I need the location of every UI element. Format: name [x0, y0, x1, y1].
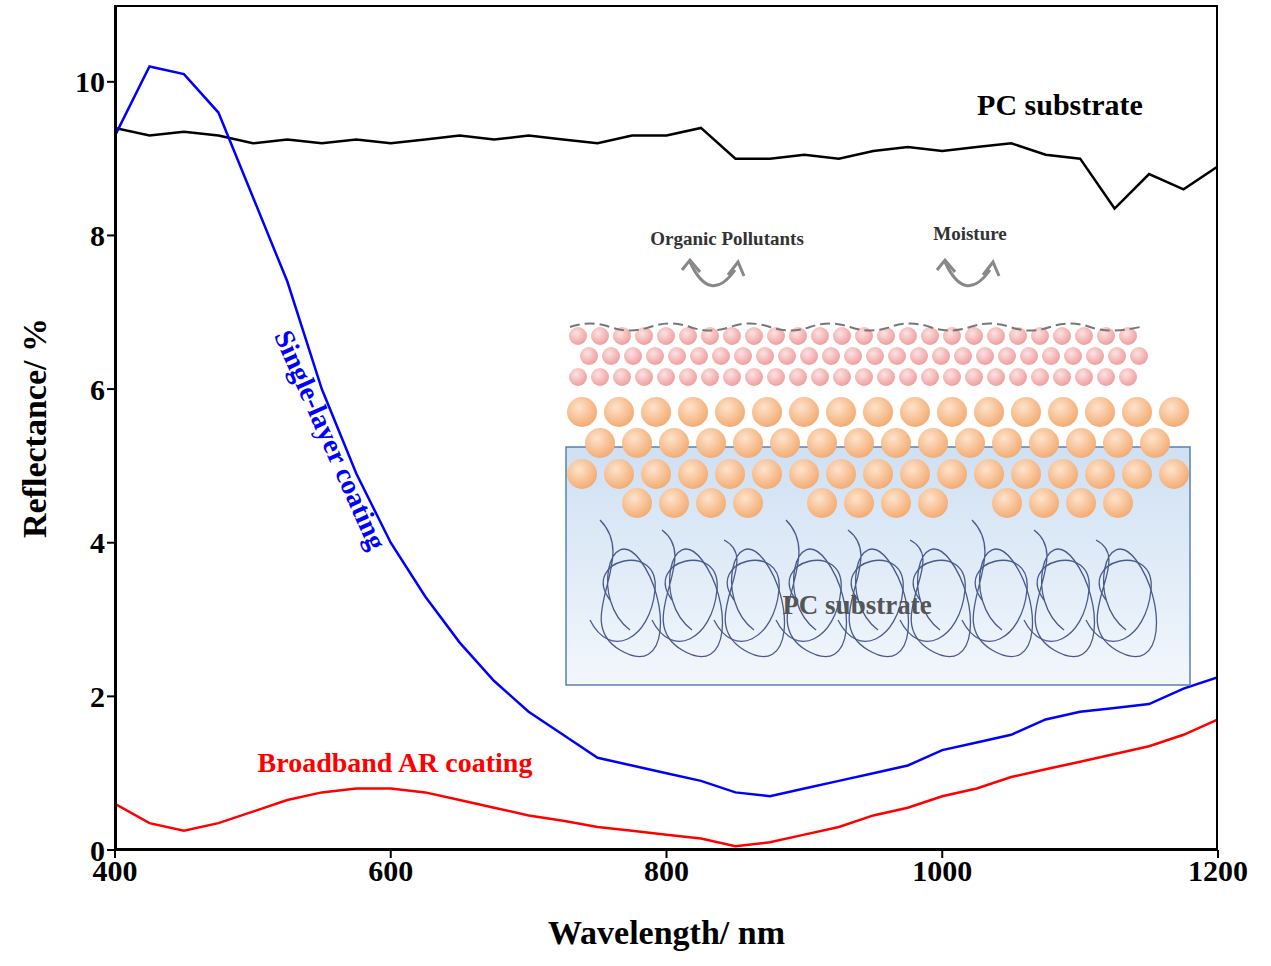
html-text:Wavelength/ nm: Wavelength/ nm — [548, 914, 785, 951]
html-text:Reflectance/ %: Reflectance/ % — [16, 317, 53, 538]
svg-text:8: 8 — [90, 219, 105, 252]
svg-text:4: 4 — [90, 526, 105, 559]
html-text:Single-layer coating: Single-layer coating — [268, 325, 393, 555]
svg-text:6: 6 — [90, 373, 105, 406]
html-text:PC substrate: PC substrate — [977, 88, 1143, 121]
svg-text:PC substrate: PC substrate — [782, 590, 931, 620]
svg-text:10: 10 — [75, 65, 105, 98]
svg-text:Organic Pollutants: Organic Pollutants — [650, 228, 804, 249]
html-text:Broadband AR coating: Broadband AR coating — [257, 747, 533, 778]
svg-text:600: 600 — [368, 854, 413, 887]
svg-text:800: 800 — [644, 854, 689, 887]
svg-text:400: 400 — [92, 854, 138, 888]
svg-text:1000: 1000 — [912, 854, 972, 887]
svg-text:0: 0 — [90, 834, 105, 867]
svg-text:2: 2 — [90, 680, 105, 713]
svg-text:1200: 1200 — [1188, 854, 1248, 887]
svg-text:Moisture: Moisture — [933, 223, 1007, 244]
